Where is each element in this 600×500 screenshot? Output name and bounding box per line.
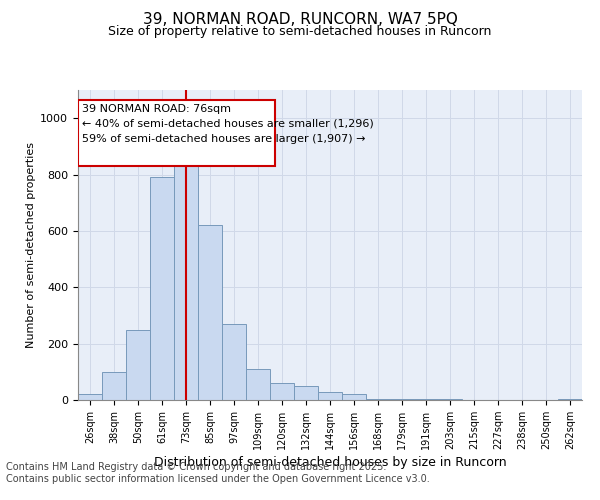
X-axis label: Distribution of semi-detached houses by size in Runcorn: Distribution of semi-detached houses by … [154,456,506,469]
Text: Contains HM Land Registry data © Crown copyright and database right 2025.: Contains HM Land Registry data © Crown c… [6,462,386,472]
Bar [558,398,582,400]
Bar [78,394,102,400]
Bar [438,398,462,400]
FancyBboxPatch shape [79,100,275,166]
Bar [126,330,150,400]
Bar [198,226,222,400]
Bar [270,383,294,400]
Y-axis label: Number of semi-detached properties: Number of semi-detached properties [26,142,36,348]
Bar [366,398,390,400]
Text: Size of property relative to semi-detached houses in Runcorn: Size of property relative to semi-detach… [109,25,491,38]
Bar [246,369,270,400]
Bar [390,398,414,400]
Bar [318,392,342,400]
Bar [150,178,174,400]
Bar [342,394,366,400]
Bar [222,324,246,400]
Bar [294,386,318,400]
Bar [102,372,126,400]
Text: 39, NORMAN ROAD, RUNCORN, WA7 5PQ: 39, NORMAN ROAD, RUNCORN, WA7 5PQ [143,12,457,28]
Bar [174,138,198,400]
Bar [414,398,438,400]
Text: 39 NORMAN ROAD: 76sqm
← 40% of semi-detached houses are smaller (1,296)
59% of s: 39 NORMAN ROAD: 76sqm ← 40% of semi-deta… [82,104,374,144]
Text: Contains public sector information licensed under the Open Government Licence v3: Contains public sector information licen… [6,474,430,484]
